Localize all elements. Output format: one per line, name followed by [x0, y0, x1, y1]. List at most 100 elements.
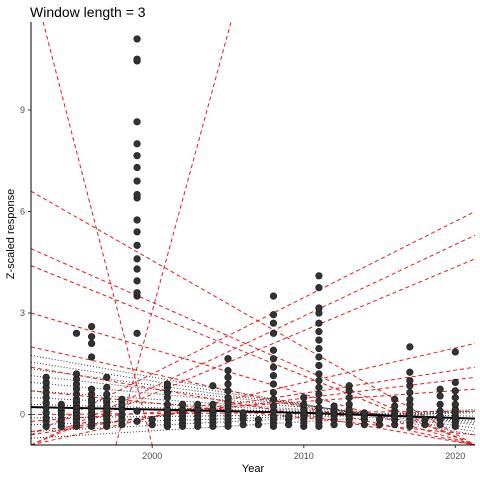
dashed-fit-line	[31, 366, 475, 436]
data-point	[133, 216, 141, 224]
dotted-fit-line	[31, 410, 475, 439]
data-point	[269, 372, 278, 380]
data-point	[406, 395, 414, 403]
data-point	[451, 378, 459, 386]
dashed-fit-line	[31, 376, 475, 432]
data-point	[133, 241, 141, 249]
data-point	[239, 409, 247, 417]
data-point	[224, 366, 232, 375]
dashed-fit-line	[31, 190, 475, 445]
data-point	[72, 329, 81, 337]
dotted-fit-line	[31, 403, 475, 417]
data-point	[406, 388, 414, 397]
dotted-fit-line	[31, 354, 475, 436]
data-point	[451, 348, 459, 356]
data-point	[436, 407, 444, 415]
data-point	[269, 388, 278, 397]
data-point	[269, 329, 278, 337]
data-point	[88, 385, 96, 393]
data-point	[163, 400, 171, 408]
y-tick-label: 3	[20, 308, 25, 318]
data-point	[375, 416, 384, 424]
data-point	[269, 395, 278, 403]
dashed-fit-line	[31, 265, 475, 445]
data-point	[224, 380, 232, 388]
data-point	[406, 368, 414, 376]
data-point	[269, 292, 278, 300]
dotted-fit-line	[31, 408, 475, 432]
data-point	[42, 373, 50, 381]
data-point	[133, 35, 141, 43]
data-point	[133, 118, 141, 126]
dashed-fit-line	[31, 366, 475, 445]
dotted-fit-line	[31, 412, 475, 419]
data-point	[224, 394, 232, 402]
data-point	[88, 353, 96, 361]
data-point	[148, 416, 156, 424]
data-point	[360, 409, 368, 417]
data-point	[88, 339, 96, 348]
data-point	[133, 265, 141, 273]
data-point	[163, 380, 171, 388]
data-point	[57, 400, 65, 408]
data-point	[315, 377, 323, 385]
chart-title: Window length = 3	[30, 4, 146, 20]
data-point	[391, 402, 399, 410]
data-point	[315, 319, 323, 327]
data-point	[269, 380, 278, 388]
data-point	[451, 394, 459, 402]
data-point	[315, 336, 323, 344]
data-point	[345, 400, 353, 408]
data-point	[209, 400, 217, 408]
data-point	[133, 407, 141, 415]
data-point	[406, 377, 414, 385]
dashed-fit-line	[42, 22, 153, 445]
data-point	[269, 363, 278, 371]
data-point	[133, 177, 141, 185]
y-tick-label: 0	[20, 410, 25, 420]
data-point	[315, 383, 323, 392]
data-point	[285, 412, 293, 420]
data-point	[72, 370, 81, 378]
data-point	[224, 355, 232, 363]
data-point	[194, 400, 202, 408]
dotted-fit-line	[31, 397, 475, 420]
data-point	[391, 395, 399, 403]
data-point	[345, 382, 353, 390]
data-point	[406, 343, 414, 351]
data-point	[315, 304, 323, 312]
data-point	[315, 272, 323, 280]
dashed-fit-line	[31, 312, 475, 445]
data-point	[436, 385, 444, 393]
data-point	[224, 387, 232, 395]
data-point	[315, 328, 323, 336]
data-point	[133, 190, 141, 199]
data-point	[133, 289, 141, 297]
y-tick-label: 6	[20, 207, 25, 217]
data-point	[451, 387, 459, 395]
data-point	[133, 163, 141, 172]
data-point	[315, 361, 323, 370]
dashed-fit-line	[31, 390, 475, 436]
dashed-fit-line	[115, 22, 232, 445]
dotted-fit-line	[31, 410, 475, 426]
data-point	[300, 394, 308, 402]
data-points	[42, 35, 459, 430]
x-tick-label: 2000	[142, 451, 162, 461]
data-point	[269, 319, 278, 327]
data-point	[118, 395, 126, 403]
data-point	[133, 255, 141, 263]
data-point	[133, 417, 141, 425]
data-point	[224, 373, 232, 381]
data-point	[315, 390, 323, 398]
x-axis-title: Year	[242, 463, 265, 475]
fit-lines	[31, 22, 475, 445]
data-point	[421, 416, 429, 424]
dashed-fit-line	[31, 346, 475, 445]
data-point	[269, 311, 278, 319]
data-point	[103, 373, 111, 381]
data-point	[345, 394, 353, 402]
axes: 2000 2010 2020 0 3 6 9	[20, 22, 475, 461]
data-point	[178, 400, 187, 408]
y-tick-label: 9	[20, 105, 25, 115]
